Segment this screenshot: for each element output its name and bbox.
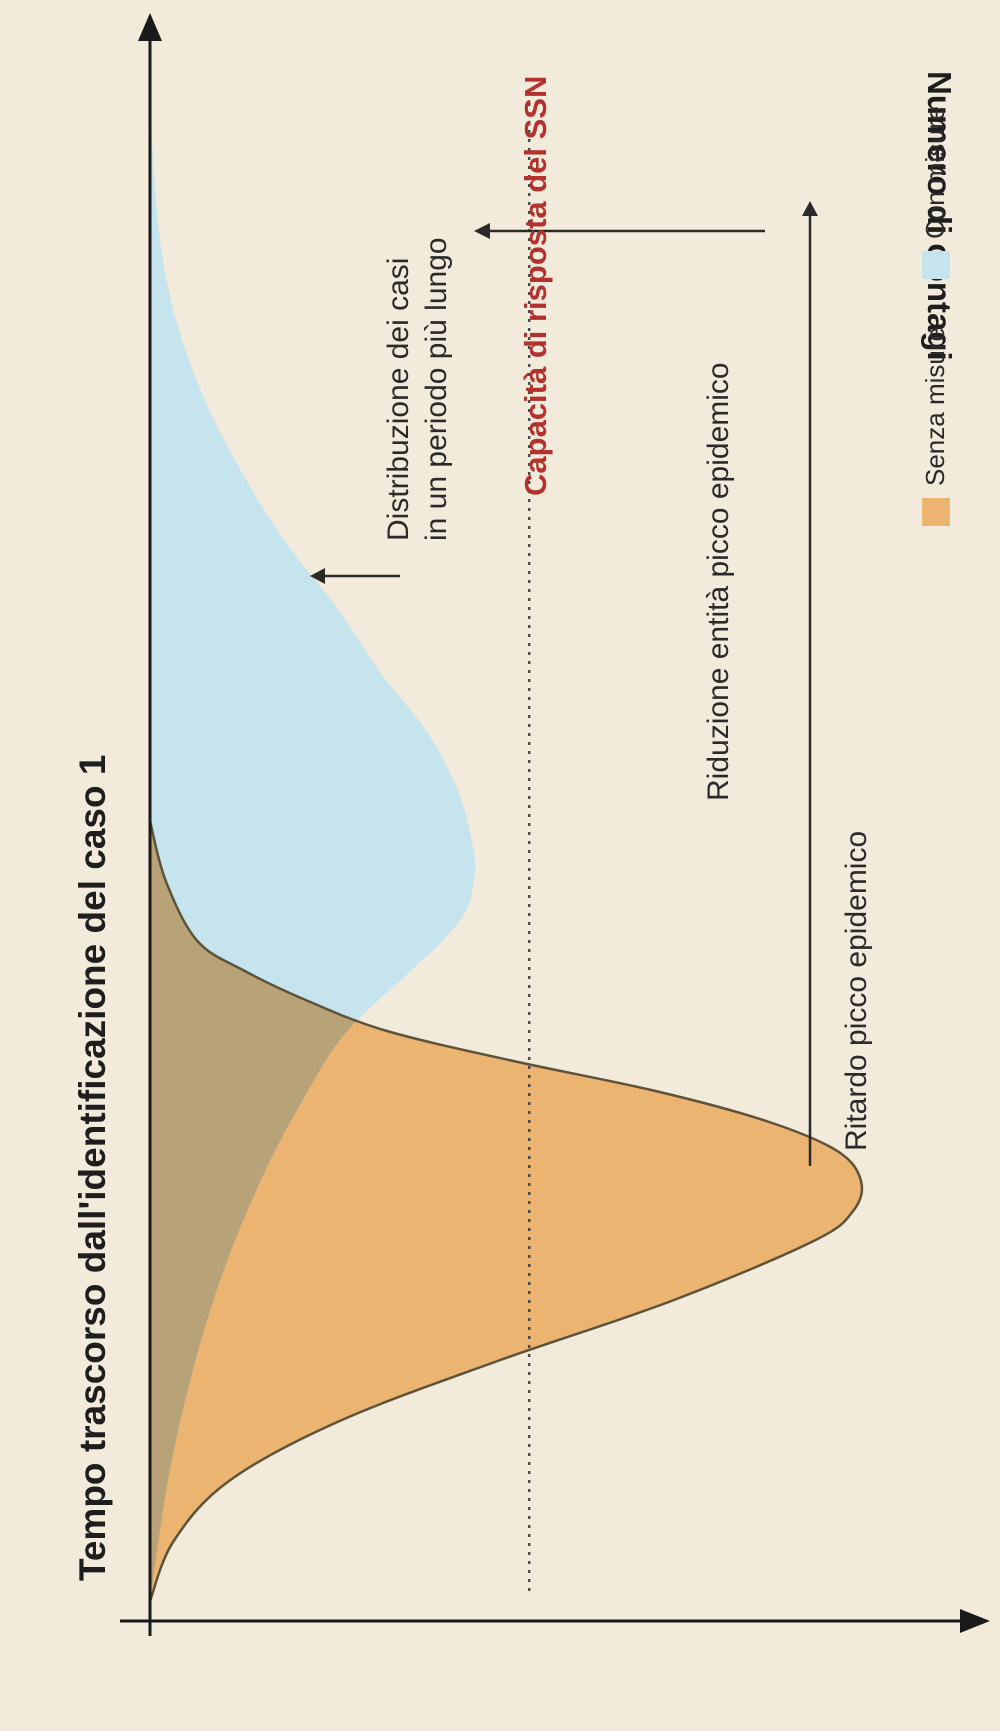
outline-senza-misure — [148, 820, 864, 1602]
legend-swatch-senza-misure — [921, 498, 950, 526]
annotation-delay-arrow — [802, 201, 818, 1166]
annotation-distribution-line-2: in un periodo più lungo — [420, 237, 453, 541]
annotation-reduction-arrow — [474, 223, 765, 239]
annotation-reduction-text: Riduzione entità picco epidemico — [702, 362, 735, 801]
y-axis-arrow — [960, 1609, 990, 1633]
legend-swatch-con-misure — [921, 251, 950, 280]
annotation-distribution-text: Distribuzione dei casi in un periodo più… — [380, 237, 456, 541]
legend-label-con-misure: Con misure — [920, 106, 950, 240]
annotation-delay-text: Ritardo picco epidemico — [840, 830, 873, 1151]
x-axis-arrow — [138, 13, 162, 41]
legend-label-senza-misure: Senza misure — [920, 327, 950, 486]
legend: Senza misure Con misure — [920, 106, 951, 526]
x-axis-label: Tempo trascorso dall'identificazione del… — [72, 754, 113, 1581]
annotation-distribution-line-1: Distribuzione dei casi — [382, 257, 415, 541]
annotation-distribution-arrow — [310, 568, 400, 584]
threshold-label: Capacità di risposta del SSN — [518, 75, 553, 496]
